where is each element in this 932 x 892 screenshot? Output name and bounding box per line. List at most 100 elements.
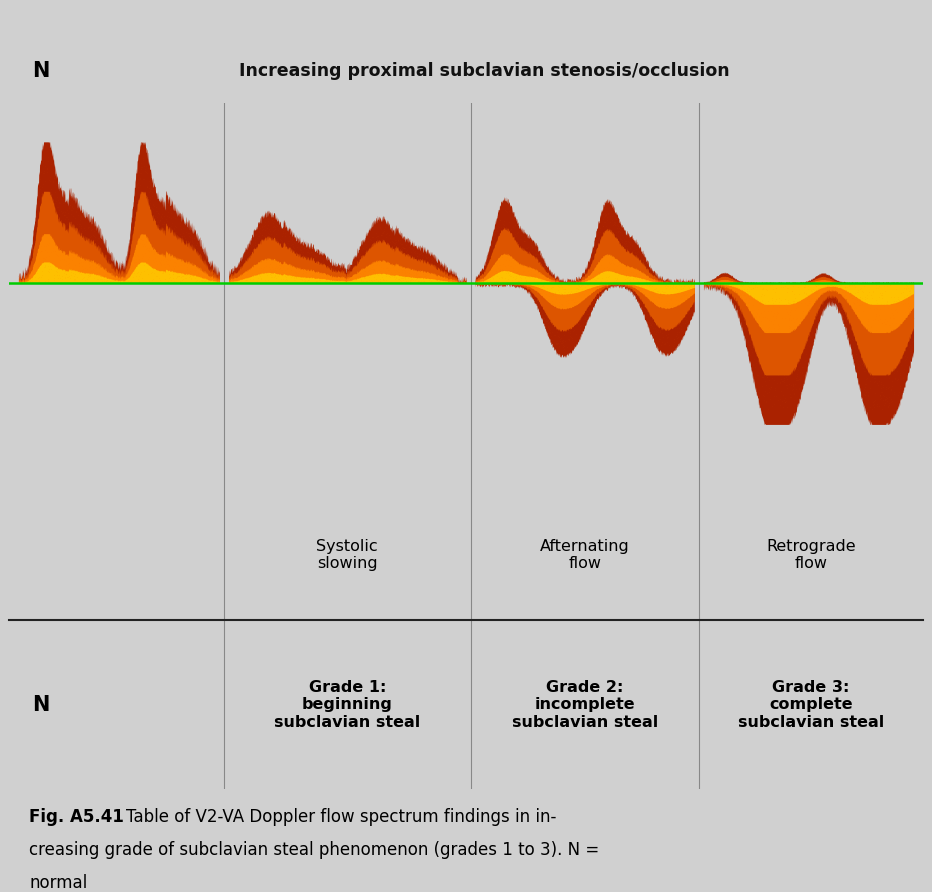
Point (622, 247, 637, 261)
Point (503, 277, 518, 291)
Point (481, 250, 496, 264)
Point (292, 252, 307, 266)
Point (761, 299, 775, 313)
Point (483, 250, 498, 264)
Point (795, 303, 810, 318)
Point (560, 288, 575, 302)
Point (83, 260, 98, 274)
Point (351, 252, 366, 266)
Point (815, 294, 829, 309)
Point (659, 296, 674, 310)
Point (589, 236, 604, 251)
Point (436, 275, 451, 289)
Point (817, 274, 832, 288)
Point (616, 277, 631, 292)
Point (886, 294, 901, 309)
Point (108, 260, 123, 274)
Point (636, 285, 651, 299)
Point (191, 276, 206, 290)
Point (883, 310, 898, 325)
Point (774, 276, 788, 290)
Point (487, 277, 502, 291)
Point (648, 274, 663, 288)
Point (633, 252, 648, 266)
Point (905, 317, 920, 331)
Point (348, 276, 363, 290)
Point (571, 288, 586, 302)
Point (544, 277, 559, 291)
Point (788, 276, 802, 290)
Point (567, 295, 582, 310)
Point (719, 278, 733, 293)
Point (836, 276, 851, 290)
Point (769, 276, 784, 290)
Point (742, 276, 757, 290)
Point (840, 276, 855, 290)
Point (638, 273, 653, 287)
Point (840, 276, 855, 290)
Point (497, 262, 512, 277)
Point (590, 288, 605, 302)
Point (105, 274, 120, 288)
Point (107, 260, 122, 274)
Point (201, 260, 216, 274)
Point (190, 257, 205, 271)
Point (258, 251, 273, 265)
Point (320, 271, 335, 285)
Point (577, 311, 592, 326)
Point (734, 276, 749, 290)
Point (610, 229, 625, 244)
Point (867, 371, 882, 385)
Point (869, 301, 884, 315)
Point (189, 257, 204, 271)
Point (629, 289, 644, 303)
Point (558, 276, 573, 290)
Point (830, 278, 845, 293)
Point (672, 275, 687, 289)
Point (687, 274, 702, 288)
Point (429, 259, 444, 273)
Point (685, 276, 700, 290)
Point (68, 244, 83, 259)
Point (478, 271, 493, 285)
Point (487, 277, 501, 291)
Point (787, 276, 802, 290)
Point (80, 252, 95, 266)
Point (850, 283, 865, 297)
Point (303, 244, 318, 259)
Point (625, 277, 640, 291)
Point (12, 267, 27, 281)
Point (607, 217, 622, 231)
Point (676, 313, 691, 327)
Point (502, 223, 517, 237)
Point (627, 259, 642, 273)
Point (508, 277, 523, 292)
Point (788, 312, 803, 326)
Point (487, 228, 502, 243)
Point (553, 273, 568, 287)
Point (900, 276, 915, 290)
Point (631, 252, 646, 266)
Point (319, 276, 334, 290)
Point (875, 276, 890, 290)
Point (541, 270, 556, 285)
Point (477, 277, 492, 291)
Point (36, 166, 51, 180)
Point (297, 274, 312, 288)
Point (498, 245, 513, 260)
Point (640, 290, 655, 304)
Point (582, 273, 597, 287)
Point (800, 307, 815, 321)
Point (371, 244, 386, 258)
Point (610, 231, 624, 245)
Point (638, 301, 653, 315)
Point (600, 278, 615, 293)
Point (737, 276, 752, 290)
Point (569, 307, 584, 321)
Point (508, 277, 523, 292)
Point (74, 259, 89, 273)
Point (663, 278, 678, 293)
Point (340, 262, 355, 277)
Point (641, 279, 656, 293)
Point (543, 273, 558, 287)
